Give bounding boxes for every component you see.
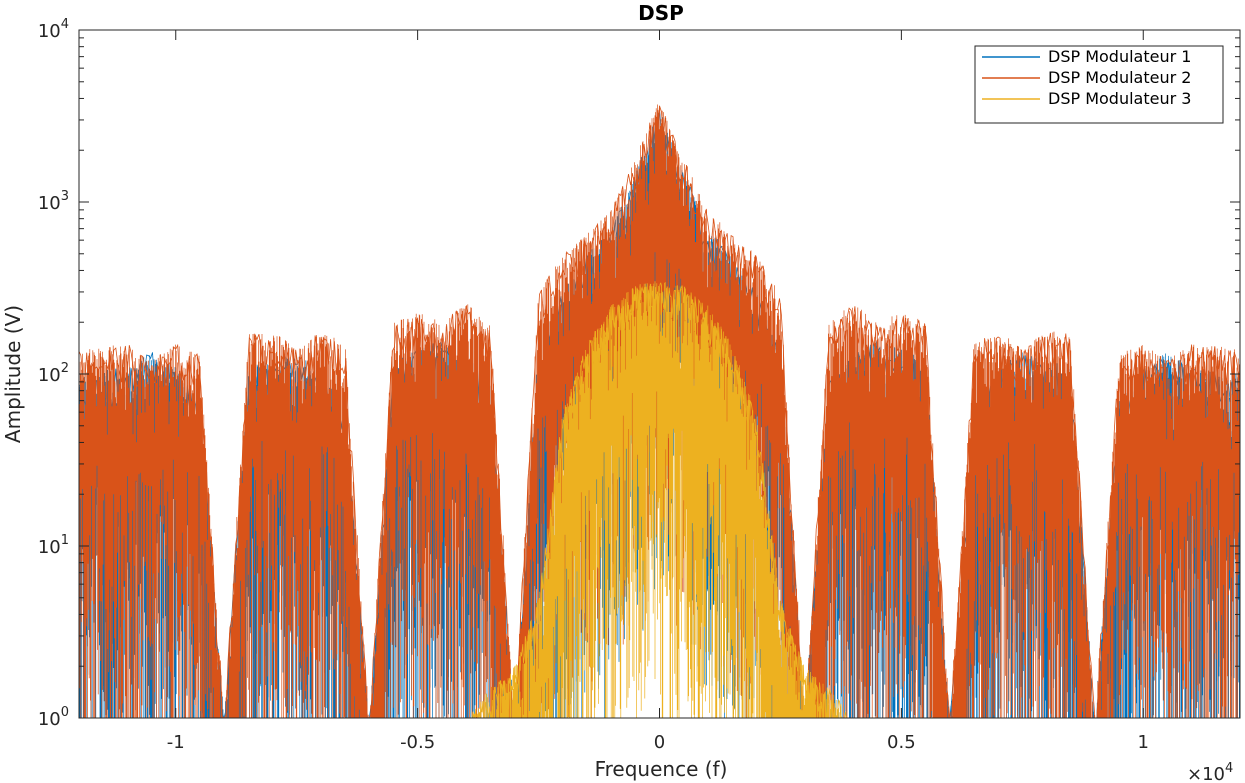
legend-label: DSP Modulateur 2: [1048, 68, 1191, 87]
y-tick-label: 100: [38, 705, 69, 730]
y-tick-label: 102: [38, 361, 69, 386]
plot-area: [79, 104, 1240, 718]
y-axis-label: Amplitude (V): [1, 305, 25, 443]
y-tick-label: 101: [38, 533, 69, 558]
series-line: [466, 282, 853, 718]
x-tick-label: 0.5: [887, 732, 916, 753]
legend-box: [974, 45, 1224, 124]
y-tick-label: 104: [38, 17, 69, 42]
x-axis-ticks: -1 -0.5 0 0.5 1: [167, 30, 1149, 753]
series-strokes: [472, 281, 847, 718]
legend: DSP Modulateur 1 DSP Modulateur 2 DSP Modu…: [974, 45, 1224, 124]
legend-label: DSP Modulateur 3: [1048, 89, 1191, 108]
x-tick-label: 1: [1138, 732, 1149, 753]
x-axis-label: Frequence (f): [595, 757, 728, 781]
x-tick-label: -1: [167, 732, 185, 753]
legend-items: DSP Modulateur 1 DSP Modulateur 2 DSP Modu…: [982, 47, 1191, 108]
legend-label: DSP Modulateur 1: [1048, 47, 1191, 66]
y-tick-label: 103: [38, 189, 69, 214]
y-axis-ticks: 100 101 102 103 104: [38, 17, 1240, 730]
series-line: [79, 105, 1240, 718]
series-trace: [466, 281, 853, 718]
chart-title: DSP: [638, 1, 684, 25]
x-tick-label: -0.5: [400, 732, 435, 753]
x-tick-label: 0: [654, 732, 665, 753]
x-axis-exponent: ×104: [1187, 761, 1233, 783]
